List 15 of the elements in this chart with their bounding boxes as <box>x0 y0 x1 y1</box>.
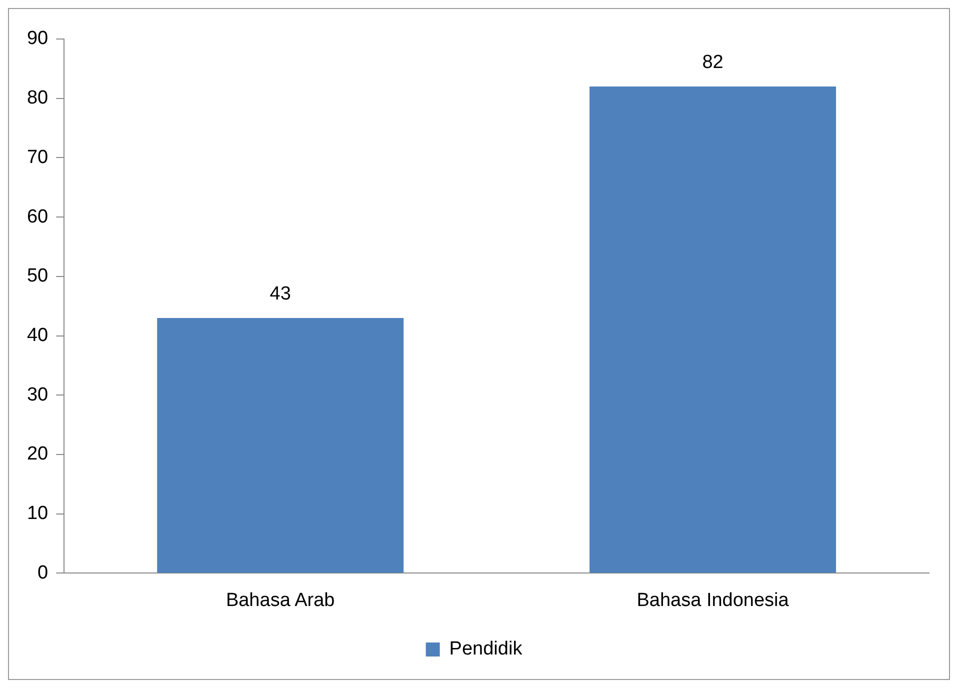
data-label: 82 <box>702 52 724 74</box>
y-tick-label: 90 <box>26 28 48 50</box>
y-tick-label: 60 <box>26 206 48 228</box>
y-tick-label: 0 <box>38 562 48 584</box>
y-tick-label: 40 <box>26 325 48 346</box>
legend-label: Pendidik <box>449 638 523 660</box>
x-tick-label: Bahasa Arab <box>226 590 335 611</box>
data-label: 43 <box>270 284 291 305</box>
x-tick-label: Bahasa Indonesia <box>636 590 790 611</box>
y-tick-label: 30 <box>26 384 48 406</box>
y-tick-label: 70 <box>26 146 48 168</box>
y-tick-label: 10 <box>26 503 48 524</box>
y-tick-label: 20 <box>26 444 48 465</box>
y-tick-label: 50 <box>26 266 48 287</box>
y-tick-label: 80 <box>26 88 48 109</box>
